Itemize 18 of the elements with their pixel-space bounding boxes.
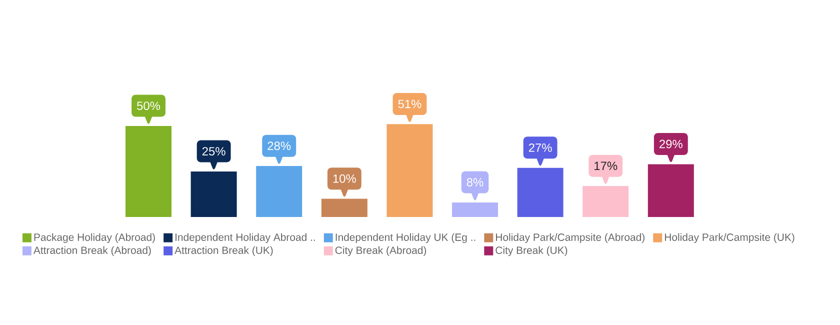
data-label: 28% [268,142,291,150]
data-label: 17% [594,162,618,170]
legend-label: Holiday Park/Campsite (Abroad) [496,233,644,244]
legend-label: City Break (UK) [496,246,568,256]
data-label: 51% [398,100,422,108]
data-label: 50% [137,102,160,110]
data-label: 27% [528,143,552,152]
legend-label: Holiday Park/Campsite (UK) [665,233,794,244]
legend-label: Attraction Break (UK) [174,246,273,256]
legend-label: Attraction Break (Abroad) [33,246,151,256]
legend-label: Package Holiday (Abroad) [34,233,155,244]
data-label: 10% [333,174,356,183]
data-label: 8% [466,178,484,186]
legend-label: Independent Holiday Abroad .. [176,233,315,244]
legend-label: Independent Holiday UK (Eg .. [336,233,476,244]
legend-label: City Break (Abroad) [335,246,426,256]
data-label: 29% [660,140,682,148]
data-label: 25% [202,147,226,156]
